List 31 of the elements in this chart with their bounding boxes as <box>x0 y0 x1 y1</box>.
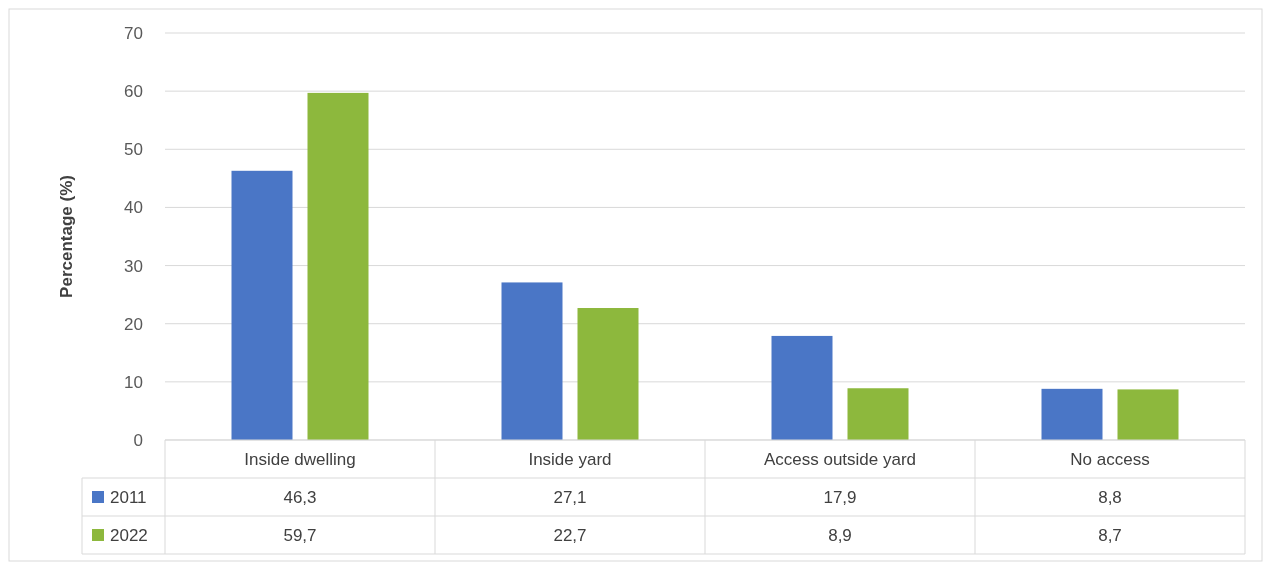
y-tick-label: 30 <box>124 256 143 276</box>
bar <box>847 388 909 440</box>
bar <box>501 282 563 440</box>
data-label: 46,3 <box>283 487 317 507</box>
bar <box>231 170 293 440</box>
data-label: 8,8 <box>1098 487 1122 507</box>
data-label: 22,7 <box>553 525 587 545</box>
y-tick-label: 0 <box>133 430 143 450</box>
y-tick-label: 20 <box>124 314 143 334</box>
y-tick-label: 50 <box>124 140 143 160</box>
y-tick-label: 60 <box>124 82 143 102</box>
y-tick-label: 70 <box>124 23 143 43</box>
x-tick-label: Inside dwelling <box>244 449 356 469</box>
legend-label: 2011 <box>110 487 147 507</box>
data-label: 8,9 <box>828 525 852 545</box>
bar <box>577 308 639 440</box>
data-label: 59,7 <box>283 525 317 545</box>
x-tick-label: No access <box>1070 449 1150 469</box>
y-tick-label: 10 <box>124 372 143 392</box>
bar <box>307 92 369 440</box>
x-tick-label: Inside yard <box>528 449 612 469</box>
legend-label: 2022 <box>110 525 148 545</box>
bar <box>1041 388 1103 440</box>
x-tick-label: Access outside yard <box>763 449 917 469</box>
bar <box>771 335 833 440</box>
bar <box>1117 389 1179 440</box>
y-axis-title: Percentage (%) <box>57 175 76 298</box>
data-label: 27,1 <box>553 487 587 507</box>
data-label: 17,9 <box>823 487 857 507</box>
data-label: 8,7 <box>1098 525 1122 545</box>
y-tick-label: 40 <box>124 198 143 218</box>
